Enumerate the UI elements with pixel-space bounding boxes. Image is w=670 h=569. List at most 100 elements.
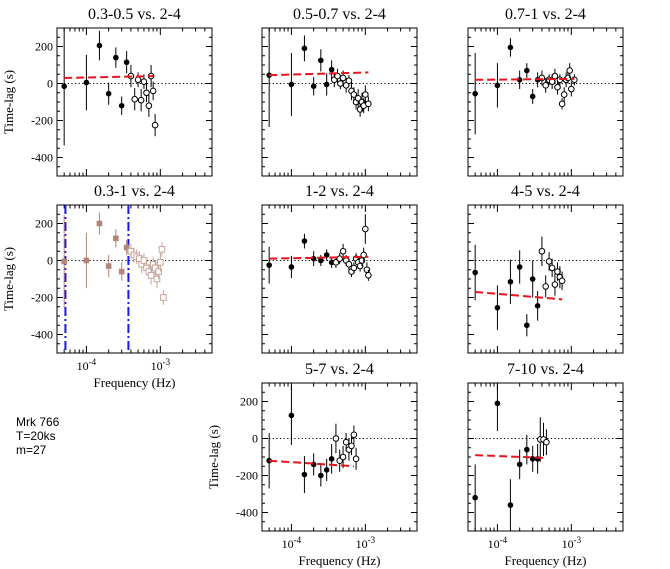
data-point: [137, 96, 145, 104]
data-point: [323, 467, 330, 473]
data-point: [143, 89, 150, 97]
data-point: [61, 83, 67, 90]
y-tick-label: 0: [252, 432, 258, 446]
data-point: [118, 102, 125, 109]
data-point: [96, 220, 103, 227]
data-point: [494, 82, 501, 89]
data-point: [472, 494, 478, 501]
y-tick-label: 200: [35, 217, 53, 231]
data-point: [288, 264, 295, 270]
data-point: [155, 268, 162, 275]
data-point: [507, 278, 514, 285]
panel-title: 1-2 vs. 2-4: [305, 183, 374, 200]
data-point: [288, 81, 295, 88]
data-point: [524, 322, 530, 329]
data-point: [105, 263, 112, 269]
fit-line: [269, 255, 369, 260]
data-point: [524, 446, 530, 453]
data-point: [354, 95, 362, 102]
data-point: [318, 57, 324, 64]
info-segment: T=20ks: [16, 429, 56, 443]
info-note: Mrk 766 T=20ks m=27: [16, 415, 59, 457]
data-point: [123, 244, 130, 251]
data-point: [332, 435, 340, 442]
data-point: [301, 45, 308, 52]
panel-6: 4-5 vs. 2-4: [467, 183, 624, 354]
y-tick-label: -200: [236, 469, 258, 483]
fit-line: [64, 75, 154, 79]
data-point: [328, 66, 335, 73]
y-tick-label: -400: [31, 328, 53, 342]
plot-frame: [56, 204, 213, 354]
panel-7: 5-7 vs. 2-4 200 0 -200 -400 10-4 10-3 Time-lag …: [206, 361, 418, 568]
data-point: [543, 438, 550, 446]
plot-frame: [467, 382, 624, 532]
panel-3: 0.7-1 vs. 2-4: [467, 6, 624, 177]
y-tick-label: -400: [236, 506, 258, 520]
panel-4: 0.3-1 vs. 2-4 200 0 -200 -400 10-4 10-3 Time-la…: [1, 183, 213, 390]
data-point: [83, 79, 90, 86]
x-tick-label: 10-4: [282, 535, 302, 551]
data-point: [507, 502, 514, 508]
data-point: [301, 471, 308, 478]
data-point: [160, 294, 167, 301]
data-point: [558, 277, 566, 285]
data-point: [151, 264, 159, 272]
data-point: [538, 247, 546, 255]
data-point: [83, 257, 90, 264]
y-tick-label: -400: [31, 151, 53, 165]
data-point: [558, 100, 566, 108]
data-point: [516, 461, 523, 468]
data-point: [494, 304, 501, 311]
x-tick-label: 10-3: [356, 535, 376, 551]
data-point: [342, 438, 350, 446]
y-tick-label: 0: [47, 77, 53, 91]
panel-title: 0.3-1 vs. 2-4: [94, 183, 175, 200]
y-axis-label: Time-lag (s): [206, 425, 221, 489]
fit-line: [475, 290, 563, 301]
data-point: [352, 455, 360, 463]
data-point: [105, 90, 112, 97]
data-point: [301, 238, 308, 244]
data-point: [134, 76, 142, 84]
data-point: [151, 121, 159, 129]
panel-1: 0.3-0.5 vs. 2-4 200 0 -200 -400 Time-lag (s): [1, 6, 213, 177]
data-point: [323, 81, 330, 88]
panel-title: 4-5 vs. 2-4: [511, 183, 580, 200]
data-point: [140, 78, 148, 85]
data-point: [147, 272, 155, 279]
data-point: [157, 259, 164, 266]
panel-title: 7-10 vs. 2-4: [507, 361, 584, 378]
info-m: m=27: [16, 443, 47, 457]
x-axis-label: Frequency (Hz): [505, 553, 587, 568]
data-point: [113, 235, 119, 242]
data-point: [529, 93, 536, 100]
panel-2: 0.5-0.7 vs. 2-4: [261, 6, 418, 177]
fit-line: [269, 459, 354, 468]
data-point: [123, 59, 130, 66]
data-point: [266, 262, 272, 268]
data-point: [288, 412, 295, 419]
data-point: [318, 257, 324, 264]
data-point: [131, 95, 138, 103]
data-point: [336, 255, 343, 262]
data-point: [61, 258, 67, 265]
y-tick-label: 200: [35, 40, 53, 54]
data-point: [310, 83, 317, 90]
data-point: [345, 77, 353, 85]
x-axis-label: Frequency (Hz): [94, 375, 176, 390]
data-point: [494, 400, 501, 407]
data-point: [140, 257, 148, 264]
data-point: [551, 281, 559, 288]
y-tick-label: 0: [47, 254, 53, 268]
info-source: Mrk 766: [16, 415, 60, 429]
data-point: [524, 67, 530, 74]
data-point: [318, 472, 324, 479]
data-point: [158, 246, 166, 253]
data-point: [328, 456, 335, 462]
data-point: [118, 268, 125, 275]
panel-5: 1-2 vs. 2-4: [261, 183, 418, 354]
data-point: [542, 82, 549, 89]
data-point: [554, 83, 561, 91]
data-point: [360, 251, 367, 259]
